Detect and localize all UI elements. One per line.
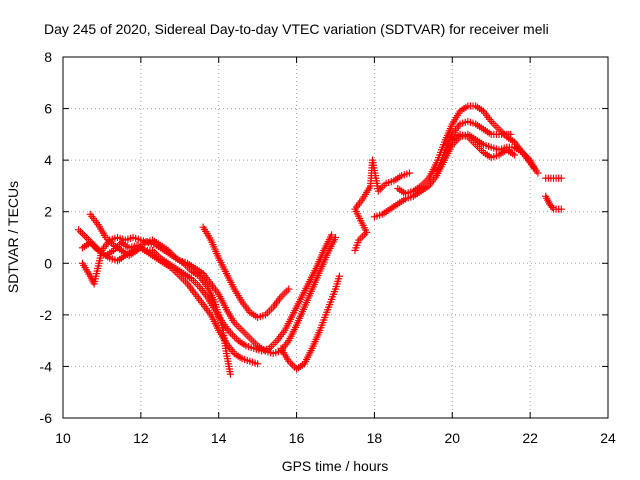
series-satellite-track-i <box>433 117 515 177</box>
series-satellite-track-d <box>86 210 234 378</box>
x-tick-label: 24 <box>600 430 616 446</box>
chart-title: Day 245 of 2020, Sidereal Day-to-day VTE… <box>44 21 549 37</box>
series-satellite-track-j <box>448 130 519 162</box>
x-tick-label: 12 <box>133 430 149 446</box>
y-axis-label: SDTVAR / TECUs <box>5 181 21 293</box>
x-tick-label: 22 <box>522 430 538 446</box>
data-point-marker <box>226 370 234 378</box>
y-tick-label: -2 <box>40 307 53 323</box>
x-tick-label: 20 <box>444 430 460 446</box>
series-satellite-track-k <box>542 174 565 213</box>
data-point-marker <box>534 169 542 177</box>
data-point-marker <box>530 164 538 172</box>
data-point-marker <box>507 130 515 138</box>
data-point-marker <box>254 360 262 368</box>
data-point-marker <box>510 151 519 159</box>
x-tick-label: 16 <box>289 430 305 446</box>
y-tick-label: 4 <box>44 152 52 168</box>
data-point-marker <box>328 231 336 239</box>
series-layer <box>74 102 565 378</box>
y-tick-label: 6 <box>44 101 52 117</box>
x-tick-label: 14 <box>211 430 227 446</box>
series-satellite-track-e <box>199 223 293 322</box>
data-point-marker <box>335 272 343 280</box>
y-tick-label: 2 <box>44 204 52 220</box>
data-point-marker <box>557 174 565 182</box>
data-point-marker <box>557 205 565 213</box>
y-tick-label: 8 <box>44 49 52 65</box>
x-tick-label: 18 <box>367 430 383 446</box>
y-tick-label: -4 <box>40 358 53 374</box>
data-point-marker <box>285 285 293 293</box>
data-point-marker <box>405 169 414 177</box>
y-tick-label: -6 <box>40 410 53 426</box>
data-point-marker <box>331 233 340 242</box>
series-satellite-track-f <box>277 272 343 373</box>
grid-layer <box>63 57 608 418</box>
x-axis-label: GPS time / hours <box>282 458 389 474</box>
plot-frame <box>62 56 609 419</box>
y-tick-label: 0 <box>44 255 52 271</box>
x-tick-label: 10 <box>55 430 71 446</box>
